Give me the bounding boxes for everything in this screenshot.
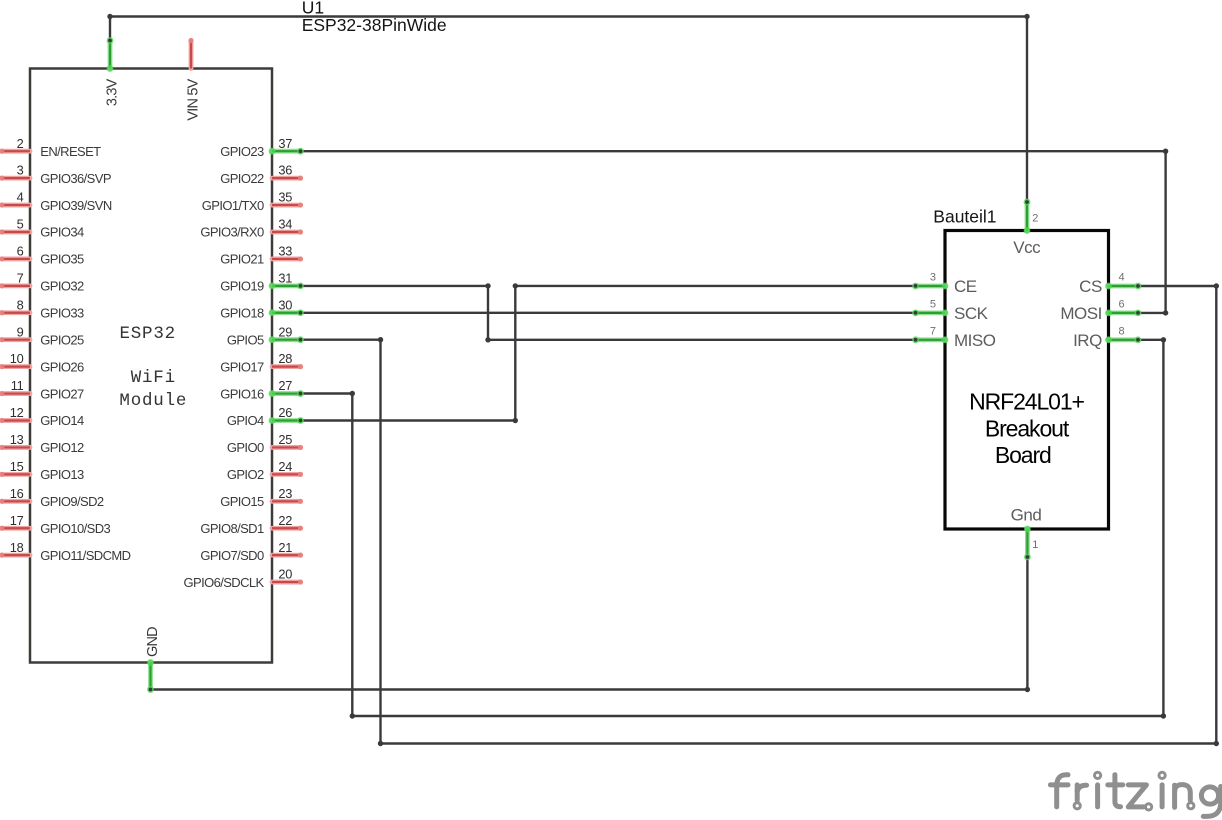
svg-text:MOSI: MOSI (1060, 304, 1101, 323)
svg-text:35: 35 (278, 190, 292, 205)
svg-text:37: 37 (278, 136, 292, 151)
svg-text:8: 8 (17, 297, 24, 312)
svg-text:GPIO16: GPIO16 (220, 386, 264, 401)
svg-text:6: 6 (1119, 299, 1125, 311)
svg-text:GPIO35: GPIO35 (40, 252, 84, 267)
svg-text:GPIO34: GPIO34 (40, 225, 84, 240)
svg-text:CS: CS (1079, 277, 1102, 296)
svg-text:30: 30 (278, 297, 292, 312)
svg-text:1: 1 (1032, 539, 1038, 551)
svg-text:3: 3 (17, 163, 24, 178)
svg-text:GPIO17: GPIO17 (220, 359, 264, 374)
svg-text:18: 18 (10, 540, 24, 555)
svg-text:12: 12 (10, 405, 24, 420)
svg-text:WiFi: WiFi (131, 368, 176, 388)
svg-text:17: 17 (10, 513, 24, 528)
svg-text:15: 15 (10, 459, 24, 474)
svg-text:Gnd: Gnd (1011, 506, 1042, 525)
svg-text:Vcc: Vcc (1013, 238, 1041, 257)
svg-text:27: 27 (278, 378, 292, 393)
svg-text:28: 28 (278, 351, 292, 366)
svg-text:20: 20 (278, 567, 292, 582)
svg-text:GPIO5: GPIO5 (227, 332, 264, 347)
svg-text:GPIO32: GPIO32 (40, 279, 84, 294)
svg-text:3.3V: 3.3V (105, 78, 121, 106)
svg-text:GPIO15: GPIO15 (220, 494, 264, 509)
svg-text:22: 22 (278, 513, 292, 528)
svg-text:26: 26 (278, 405, 292, 420)
svg-text:GPIO3/RX0: GPIO3/RX0 (200, 225, 264, 240)
svg-text:GPIO1/TX0: GPIO1/TX0 (202, 198, 264, 213)
svg-text:33: 33 (278, 244, 292, 259)
svg-text:29: 29 (278, 324, 292, 339)
svg-text:U1: U1 (302, 0, 324, 18)
svg-text:Module: Module (119, 391, 187, 411)
svg-text:NRF24L01+: NRF24L01+ (969, 388, 1084, 414)
svg-text:16: 16 (10, 486, 24, 501)
svg-text:GPIO10/SD3: GPIO10/SD3 (40, 521, 110, 536)
svg-text:GPIO11/SDCMD: GPIO11/SDCMD (40, 548, 130, 563)
svg-text:GPIO13: GPIO13 (40, 467, 84, 482)
svg-text:2: 2 (1032, 213, 1038, 225)
svg-text:10: 10 (10, 351, 24, 366)
svg-text:GPIO22: GPIO22 (220, 171, 264, 186)
svg-text:GPIO36/SVP: GPIO36/SVP (40, 171, 111, 186)
svg-text:SCK: SCK (954, 304, 989, 323)
svg-text:21: 21 (278, 540, 292, 555)
svg-text:8: 8 (1119, 326, 1125, 338)
svg-text:34: 34 (278, 217, 292, 232)
svg-text:VIN 5V: VIN 5V (186, 78, 202, 120)
svg-text:GPIO8/SD1: GPIO8/SD1 (200, 521, 264, 536)
svg-text:GPIO0: GPIO0 (227, 440, 264, 455)
svg-text:GPIO14: GPIO14 (40, 413, 84, 428)
svg-text:ESP32: ESP32 (119, 324, 176, 344)
svg-text:MISO: MISO (954, 331, 996, 350)
svg-text:GPIO25: GPIO25 (40, 332, 84, 347)
svg-text:23: 23 (278, 486, 292, 501)
svg-text:13: 13 (10, 432, 24, 447)
svg-text:EN/RESET: EN/RESET (40, 144, 101, 159)
svg-text:GPIO19: GPIO19 (220, 279, 264, 294)
svg-text:7: 7 (930, 326, 936, 338)
svg-text:31: 31 (278, 271, 292, 286)
svg-text:36: 36 (278, 163, 292, 178)
svg-text:Board: Board (995, 442, 1051, 468)
svg-text:IRQ: IRQ (1073, 331, 1102, 350)
svg-text:GPIO2: GPIO2 (227, 467, 264, 482)
svg-text:Breakout: Breakout (985, 415, 1070, 441)
svg-text:5: 5 (930, 299, 936, 311)
svg-text:GPIO21: GPIO21 (220, 252, 264, 267)
svg-text:2: 2 (17, 136, 24, 151)
svg-text:CE: CE (954, 277, 977, 296)
svg-text:9: 9 (17, 324, 24, 339)
svg-text:GPIO18: GPIO18 (220, 306, 264, 321)
svg-text:5: 5 (17, 217, 24, 232)
svg-text:4: 4 (17, 190, 24, 205)
svg-text:GPIO7/SD0: GPIO7/SD0 (200, 548, 264, 563)
svg-text:GND: GND (145, 627, 161, 657)
svg-text:GPIO33: GPIO33 (40, 306, 84, 321)
svg-text:25: 25 (278, 432, 292, 447)
svg-text:GPIO4: GPIO4 (227, 413, 264, 428)
svg-text:7: 7 (17, 271, 24, 286)
svg-text:GPIO12: GPIO12 (40, 440, 84, 455)
svg-text:GPIO23: GPIO23 (220, 144, 264, 159)
svg-text:ESP32-38PinWide: ESP32-38PinWide (302, 15, 447, 35)
svg-text:24: 24 (278, 459, 292, 474)
svg-text:3: 3 (930, 272, 936, 284)
svg-text:11: 11 (11, 378, 24, 393)
svg-text:GPIO6/SDCLK: GPIO6/SDCLK (183, 575, 264, 590)
svg-text:GPIO9/SD2: GPIO9/SD2 (40, 494, 104, 509)
svg-text:GPIO39/SVN: GPIO39/SVN (40, 198, 112, 213)
svg-text:GPIO27: GPIO27 (40, 386, 84, 401)
svg-text:4: 4 (1119, 272, 1125, 284)
svg-text:GPIO26: GPIO26 (40, 359, 84, 374)
svg-text:6: 6 (17, 244, 24, 259)
svg-text:Bauteil1: Bauteil1 (933, 207, 996, 227)
